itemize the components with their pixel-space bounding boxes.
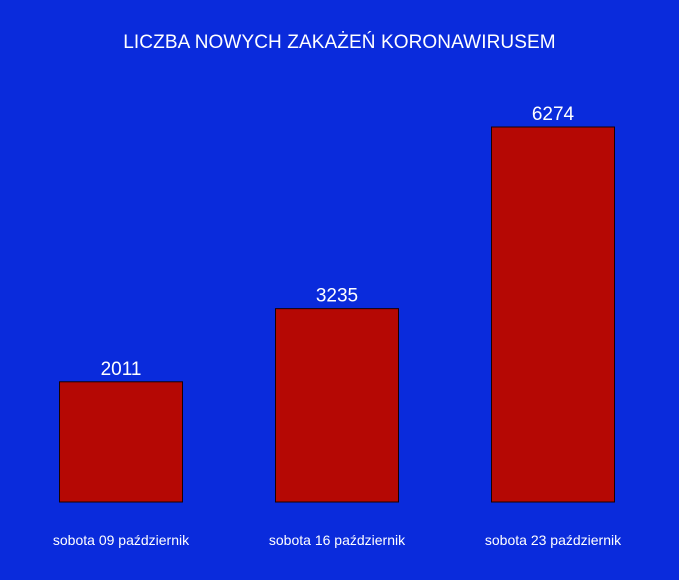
category-label-2: sobota 16 październik	[269, 532, 406, 548]
chart-title: LICZBA NOWYCH ZAKAŻEŃ KORONAWIRUSEM	[123, 32, 556, 53]
data-label-3: 6274	[532, 104, 575, 125]
category-label-3: sobota 23 październik	[485, 532, 622, 548]
bar-3	[491, 126, 615, 503]
bar-1	[59, 381, 183, 503]
category-label-1: sobota 09 październik	[53, 532, 190, 548]
data-label-2: 3235	[316, 286, 358, 307]
data-label-1: 2011	[101, 359, 142, 380]
bar-2	[275, 308, 399, 503]
